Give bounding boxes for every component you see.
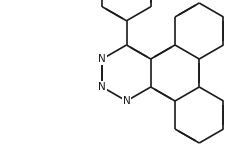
Text: N: N (98, 54, 106, 64)
Text: N: N (122, 96, 130, 106)
Text: N: N (98, 82, 106, 92)
